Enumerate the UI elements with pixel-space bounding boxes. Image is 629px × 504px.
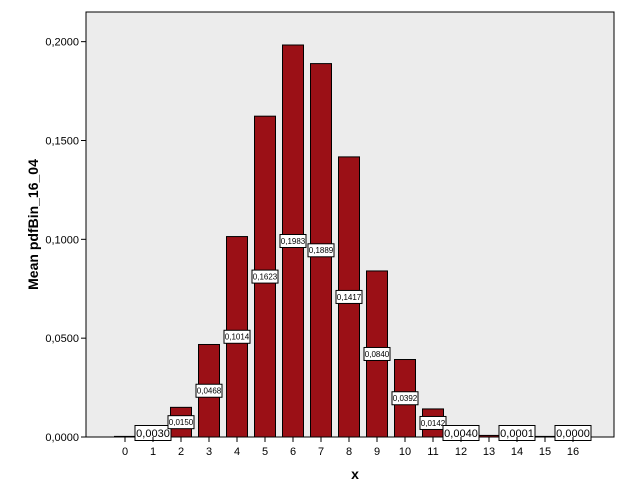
- y-tick-label: 0,2000: [45, 37, 79, 49]
- data-label-x-2: 0,0150: [167, 415, 195, 430]
- data-label-box: [195, 383, 223, 398]
- data-label-text: 0,1983: [281, 237, 306, 246]
- data-label-text: 0,1889: [309, 246, 334, 255]
- x-tick-label: 14: [511, 446, 523, 458]
- data-label-x-1: 0,0030: [134, 425, 172, 441]
- x-axis-title: x: [351, 466, 359, 482]
- data-label-text: 0,0000: [556, 428, 590, 440]
- x-tick-label: 9: [374, 446, 380, 458]
- x-tick-label: 13: [483, 446, 495, 458]
- data-label-text: 0,0142: [421, 419, 446, 428]
- data-label-text: 0,0392: [393, 394, 418, 403]
- x-tick-label: 7: [318, 446, 324, 458]
- data-label-x-12: 0,0040: [442, 425, 480, 441]
- data-label-text: 0,0040: [444, 428, 478, 440]
- x-tick-label: 11: [427, 446, 438, 458]
- x-tick-label: 3: [206, 446, 212, 458]
- data-label-x-11: 0,0142: [419, 415, 447, 430]
- bar-x-15: [534, 435, 556, 438]
- data-label-text: 0,0468: [197, 387, 222, 396]
- data-label-box: [223, 329, 251, 344]
- x-tick-label: 12: [455, 446, 467, 458]
- data-label-box: [307, 243, 335, 258]
- data-label-x-14: 0,0001: [498, 425, 536, 441]
- x-tick-label: 5: [262, 446, 268, 458]
- data-label-x-16: 0,0000: [554, 425, 592, 441]
- data-label-box: [419, 415, 447, 430]
- data-label-x-9: 0,0840: [363, 346, 391, 361]
- data-label-box: [391, 391, 419, 406]
- data-label-x-8: 0,1417: [335, 289, 363, 304]
- x-tick-label: 8: [346, 446, 352, 458]
- data-label-x-5: 0,1623: [251, 269, 279, 284]
- bar-x-0: [114, 435, 136, 438]
- y-tick-label: 0,0000: [45, 432, 79, 444]
- x-tick-label: 1: [150, 446, 156, 458]
- data-label-box: [363, 346, 391, 361]
- data-label-text: 0,0001: [500, 428, 534, 440]
- data-label-box: [335, 289, 363, 304]
- x-tick-label: 10: [399, 446, 411, 458]
- data-label-x-10: 0,0392: [391, 391, 419, 406]
- y-tick-label: 0,0500: [45, 333, 79, 345]
- data-label-text: 0,0150: [169, 418, 194, 427]
- data-label-box: [167, 415, 195, 430]
- y-axis-title: Mean pdfBin_16_04: [25, 159, 41, 290]
- bar-x-13: [478, 434, 500, 438]
- x-tick-label: 16: [567, 446, 579, 458]
- x-tick-label: 15: [539, 446, 551, 458]
- data-label-x-7: 0,1889: [307, 243, 335, 258]
- x-tick-label: 4: [234, 446, 240, 458]
- data-label-text: 0,1014: [225, 333, 250, 342]
- data-label-text: 0,0840: [365, 350, 390, 359]
- data-label-box: [279, 234, 307, 249]
- data-label-text: 0,0030: [136, 428, 170, 440]
- x-tick-label: 2: [178, 446, 184, 458]
- x-tick-label: 0: [122, 446, 128, 458]
- y-tick-label: 0,1500: [45, 135, 79, 147]
- data-label-x-3: 0,0468: [195, 383, 223, 398]
- x-tick-label: 6: [290, 446, 296, 458]
- data-label-text: 0,1623: [253, 272, 278, 281]
- data-label-x-6: 0,1983: [279, 234, 307, 249]
- y-tick-label: 0,1000: [45, 234, 79, 246]
- data-label-text: 0,1417: [337, 293, 362, 302]
- data-label-x-4: 0,1014: [223, 329, 251, 344]
- data-label-box: [251, 269, 279, 284]
